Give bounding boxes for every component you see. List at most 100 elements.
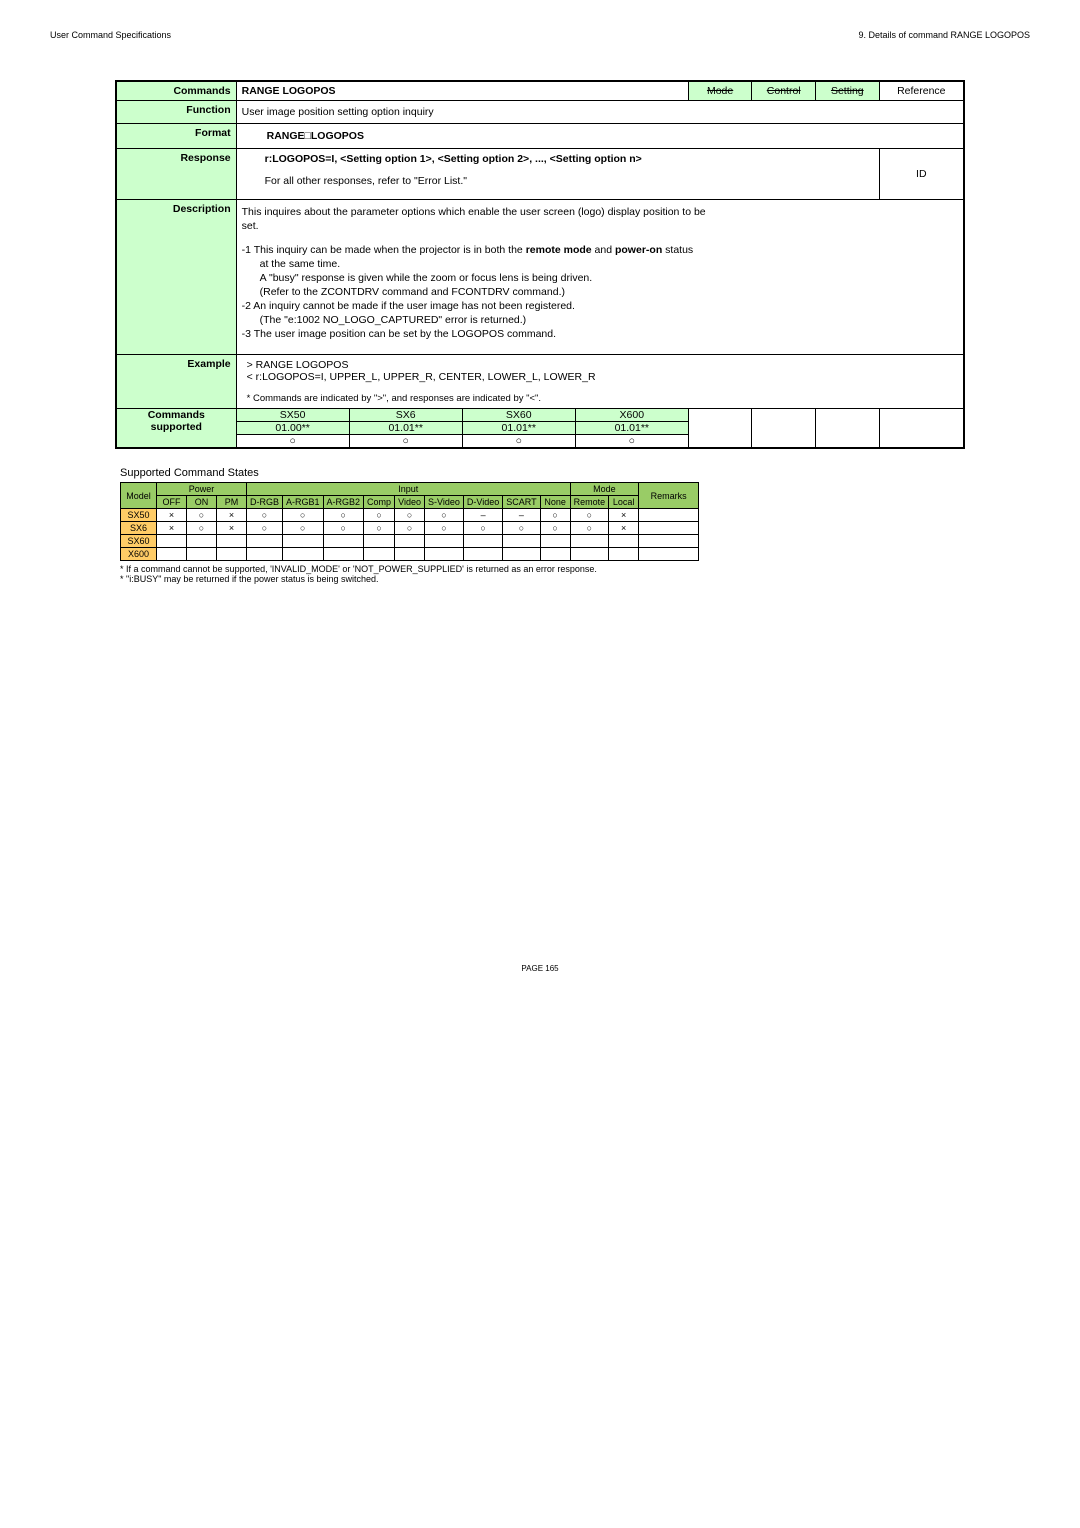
sup-cell-2-5	[323, 535, 364, 548]
cs-r2-1: ○	[349, 435, 462, 449]
cs-r1-2: 01.01**	[462, 422, 575, 435]
col-control: Control	[752, 81, 816, 101]
response-line1: r:LOGOPOS=I, <Setting option 1>, <Settin…	[265, 153, 851, 165]
sup-cell-0-0: ×	[157, 509, 187, 522]
sup-cell-3-8	[425, 548, 464, 561]
header-right: 9. Details of command RANGE LOGOPOS	[858, 30, 1030, 40]
format-label: Format	[116, 124, 236, 149]
sup-cell-2-6	[364, 535, 395, 548]
sup-cell-1-4: ○	[283, 522, 324, 535]
cs-r1-3: 01.01**	[575, 422, 688, 435]
sup-sub-2: PM	[217, 496, 247, 509]
sup-cell-2-2	[217, 535, 247, 548]
sup-cell-1-5: ○	[323, 522, 364, 535]
sup-h-power: Power	[157, 483, 247, 496]
example-l1: > RANGE LOGOPOS	[247, 359, 953, 371]
response-label: Response	[116, 149, 236, 200]
sup-cell-2-4	[283, 535, 324, 548]
sup-cell-0-9: –	[463, 509, 502, 522]
commands-label: Commands	[116, 81, 236, 101]
sup-cell-0-5: ○	[323, 509, 364, 522]
sup-cell-1-10: ○	[503, 522, 540, 535]
sup-cell-0-7: ○	[395, 509, 425, 522]
sup-cell-3-7	[395, 548, 425, 561]
sup-cell-2-3	[247, 535, 283, 548]
sup-cell-3-11	[540, 548, 570, 561]
sup-cell-2-8	[425, 535, 464, 548]
sup-h-remarks: Remarks	[639, 483, 699, 509]
note-2: * "i:BUSY" may be returned if the power …	[120, 574, 1030, 584]
sup-cell-1-11: ○	[540, 522, 570, 535]
response-id: ID	[879, 149, 964, 200]
sup-cell-1-7: ○	[395, 522, 425, 535]
response-line2: For all other responses, refer to "Error…	[265, 175, 851, 187]
sup-row-model-1: SX6	[121, 522, 157, 535]
sup-cell-1-8: ○	[425, 522, 464, 535]
sup-cell-1-13: ×	[609, 522, 639, 535]
description-label: Description	[116, 200, 236, 355]
sup-cell-0-3: ○	[247, 509, 283, 522]
cs-h-2: SX60	[462, 409, 575, 422]
sup-cell-3-9	[463, 548, 502, 561]
sup-cell-1-1: ○	[187, 522, 217, 535]
cs-r2-2: ○	[462, 435, 575, 449]
cs-r1-1: 01.01**	[349, 422, 462, 435]
sup-cell-2-0	[157, 535, 187, 548]
description-body: This inquires about the parameter option…	[242, 206, 958, 340]
sup-sub-3: D-RGB	[247, 496, 283, 509]
cs-label1: Commands	[120, 409, 233, 421]
sup-sub-10: SCART	[503, 496, 540, 509]
cs-h-3: X600	[575, 409, 688, 422]
sup-cell-3-10	[503, 548, 540, 561]
sup-sub-9: D-Video	[463, 496, 502, 509]
sup-sub-11: None	[540, 496, 570, 509]
header-left: User Command Specifications	[50, 30, 171, 40]
sup-cell-2-11	[540, 535, 570, 548]
sup-cell-1-0: ×	[157, 522, 187, 535]
sup-sub-6: Comp	[364, 496, 395, 509]
sup-sub-0: OFF	[157, 496, 187, 509]
sup-cell-0-13: ×	[609, 509, 639, 522]
sup-cell-0-2: ×	[217, 509, 247, 522]
col-setting: Setting	[816, 81, 880, 101]
command-title: RANGE LOGOPOS	[236, 81, 688, 101]
sup-cell-2-7	[395, 535, 425, 548]
sup-sub-5: A-RGB2	[323, 496, 364, 509]
sup-sub-4: A-RGB1	[283, 496, 324, 509]
sup-row-model-0: SX50	[121, 509, 157, 522]
sup-cell-0-4: ○	[283, 509, 324, 522]
sup-cell-3-0	[157, 548, 187, 561]
sup-cell-3-2	[217, 548, 247, 561]
sup-cell-0-12: ○	[570, 509, 609, 522]
cs-label2: supported	[120, 421, 233, 433]
sup-cell-0-10: –	[503, 509, 540, 522]
sup-cell-1-3: ○	[247, 522, 283, 535]
format-text: RANGE□LOGOPOS	[236, 124, 964, 149]
sup-cell-1-2: ×	[217, 522, 247, 535]
sup-remark-1	[639, 522, 699, 535]
sup-cell-0-1: ○	[187, 509, 217, 522]
sup-sub-7: Video	[395, 496, 425, 509]
sup-cell-3-6	[364, 548, 395, 561]
sup-cell-2-12	[570, 535, 609, 548]
note-1: * If a command cannot be supported, 'INV…	[120, 564, 1030, 574]
sup-cell-3-12	[570, 548, 609, 561]
sup-cell-2-9	[463, 535, 502, 548]
sup-cell-1-12: ○	[570, 522, 609, 535]
sup-sub-13: Local	[609, 496, 639, 509]
sup-cell-0-11: ○	[540, 509, 570, 522]
sup-cell-3-1	[187, 548, 217, 561]
command-spec-table: Commands RANGE LOGOPOS Mode Control Sett…	[115, 80, 965, 449]
page-footer: PAGE 165	[50, 964, 1030, 973]
sup-sub-12: Remote	[570, 496, 609, 509]
sup-h-mode: Mode	[570, 483, 639, 496]
cs-h-1: SX6	[349, 409, 462, 422]
sup-cell-2-1	[187, 535, 217, 548]
sup-h-model: Model	[121, 483, 157, 509]
sup-remark-0	[639, 509, 699, 522]
sup-sub-1: ON	[187, 496, 217, 509]
sup-cell-3-4	[283, 548, 324, 561]
cs-h-0: SX50	[236, 409, 349, 422]
supported-states-table: Model Power Input Mode Remarks OFFONPMD-…	[120, 482, 699, 561]
function-text: User image position setting option inqui…	[236, 101, 964, 124]
